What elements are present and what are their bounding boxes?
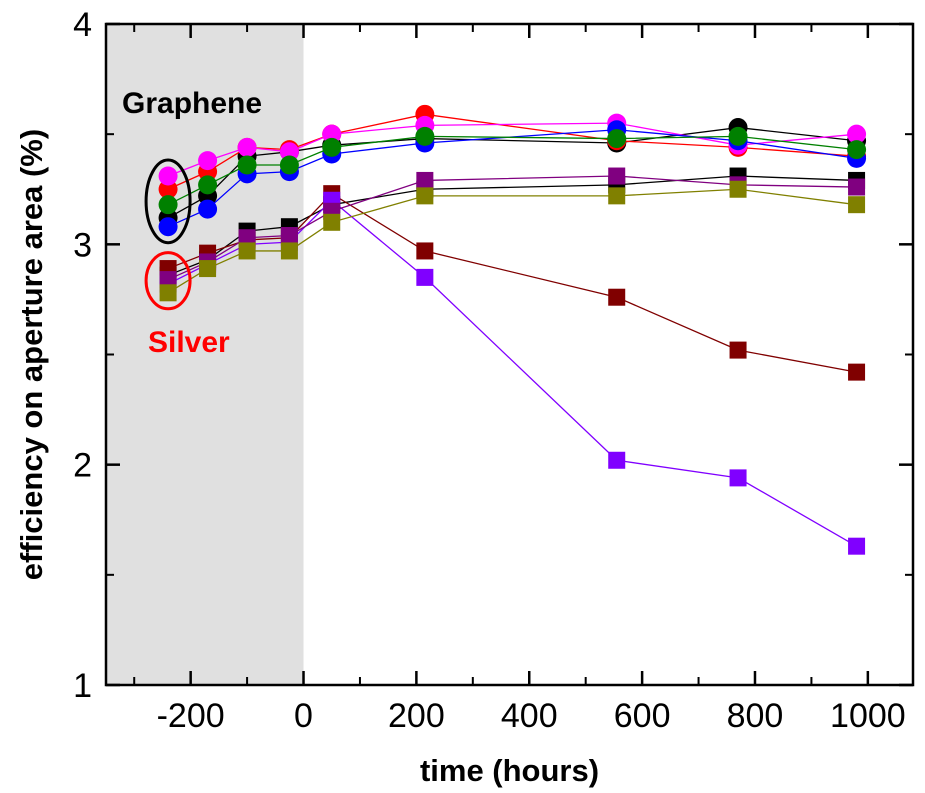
data-point-circle <box>198 175 218 195</box>
data-point-square <box>323 213 341 231</box>
data-point-square <box>729 341 747 359</box>
y-tick-label: 4 <box>73 6 92 44</box>
data-point-circle <box>237 155 257 175</box>
data-point-square <box>238 229 256 247</box>
graphene-annotation: Graphene <box>122 87 262 120</box>
data-point-square <box>280 242 298 260</box>
data-point-circle <box>279 142 299 162</box>
silver-cluster-ellipse <box>144 251 192 311</box>
series-graphene-4 <box>158 126 867 215</box>
x-tick-label: 1000 <box>830 697 906 735</box>
x-tick-label: 0 <box>294 697 313 735</box>
data-point-circle <box>847 140 867 160</box>
x-tick-label: 200 <box>388 697 445 735</box>
y-tick-label: 1 <box>73 667 92 705</box>
x-tick-label: -200 <box>157 697 225 735</box>
data-point-square <box>848 178 866 196</box>
series-layer <box>158 104 867 555</box>
y-tick-label: 2 <box>73 447 92 485</box>
data-point-circle <box>158 217 178 237</box>
x-tick-label: 800 <box>727 697 784 735</box>
data-point-square <box>848 363 866 381</box>
tick-layer: -200 0 200 400 600 800 1000 1 2 3 4 <box>73 6 913 735</box>
data-point-square <box>416 187 434 205</box>
data-point-circle <box>158 179 178 199</box>
data-point-square <box>729 469 747 487</box>
data-point-circle <box>322 137 342 157</box>
data-point-circle <box>607 129 627 149</box>
data-point-circle <box>198 151 218 171</box>
data-point-square <box>608 288 626 306</box>
data-point-square <box>729 180 747 198</box>
data-point-circle <box>279 155 299 175</box>
data-point-circle <box>237 137 257 157</box>
data-point-square <box>280 227 298 245</box>
graphene-cluster-ellipse <box>144 158 192 245</box>
annotation-shape-layer <box>144 158 192 311</box>
x-tick-label: 600 <box>614 697 671 735</box>
x-tick-label: 400 <box>501 697 558 735</box>
data-point-square <box>238 242 256 260</box>
data-point-square <box>608 187 626 205</box>
data-point-circle <box>847 124 867 144</box>
data-point-circle <box>415 126 435 146</box>
series-silver-9 <box>159 180 866 302</box>
shaded-region-layer <box>106 24 304 685</box>
data-point-circle <box>322 124 342 144</box>
x-axis-title: time (hours) <box>420 753 599 788</box>
data-point-circle <box>198 199 218 219</box>
data-point-square <box>416 268 434 286</box>
silver-annotation: Silver <box>148 326 230 359</box>
data-point-square <box>608 451 626 469</box>
data-point-square <box>848 537 866 555</box>
data-point-square <box>608 167 626 185</box>
data-point-square <box>199 260 217 278</box>
data-point-square <box>416 171 434 189</box>
y-axis-title: efficiency on aperture area (%) <box>14 129 49 580</box>
y-tick-label: 3 <box>73 226 92 264</box>
data-point-circle <box>158 166 178 186</box>
data-point-square <box>848 196 866 214</box>
data-point-square <box>159 284 177 302</box>
data-point-square <box>416 242 434 260</box>
data-point-circle <box>158 195 178 215</box>
data-point-square <box>159 271 177 289</box>
data-point-circle <box>728 126 748 146</box>
shaded-region <box>106 24 304 685</box>
